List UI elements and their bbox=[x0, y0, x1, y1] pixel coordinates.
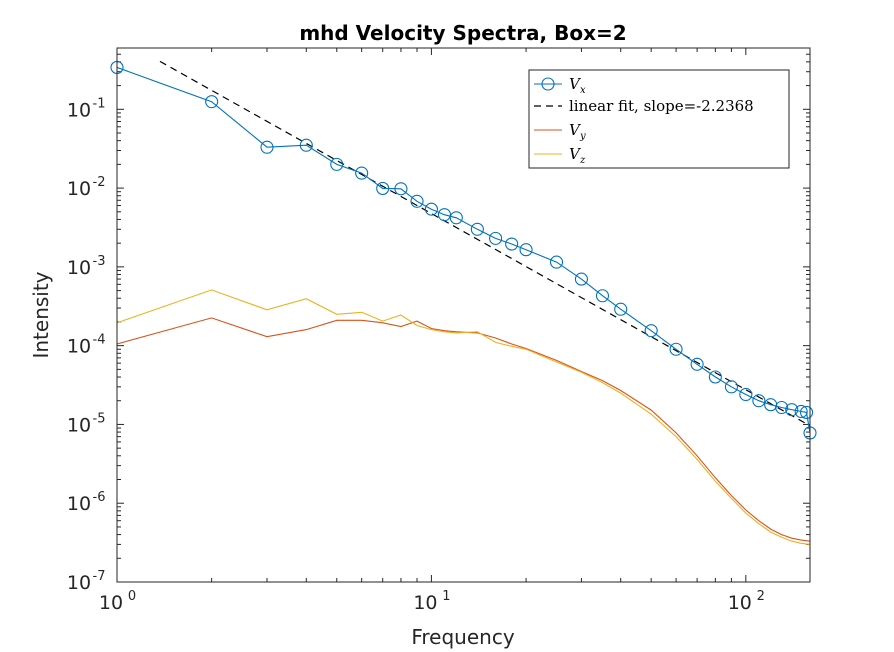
y-axis-label: Intensity bbox=[29, 271, 53, 358]
y-tick-exponent: -6 bbox=[93, 490, 106, 505]
y-tick-label: 10 bbox=[67, 257, 91, 279]
x-tick-label: 10 bbox=[413, 592, 437, 614]
x-tick-exponent: 1 bbox=[442, 589, 450, 604]
x-tick-label: 10 bbox=[728, 592, 752, 614]
data-point-x bbox=[489, 231, 503, 245]
data-point-x bbox=[595, 289, 610, 303]
y-tick-exponent: -2 bbox=[93, 175, 106, 190]
data-point-x bbox=[690, 357, 704, 371]
axes-box bbox=[116, 47, 811, 583]
legend-label-subscript: z bbox=[579, 155, 586, 166]
data-point-x bbox=[519, 243, 533, 257]
legend-label-subscript: x bbox=[580, 85, 586, 96]
legend-box bbox=[528, 69, 790, 169]
series-line-z bbox=[117, 289, 810, 545]
chart-title: mhd Velocity Spectra, Box=2 bbox=[299, 21, 626, 45]
x-tick-label: 10 bbox=[99, 592, 123, 614]
series-layer bbox=[110, 60, 817, 545]
data-point-x bbox=[708, 370, 722, 384]
data-point-x bbox=[724, 380, 738, 394]
y-tick-exponent: -5 bbox=[93, 411, 106, 426]
data-point-x bbox=[505, 237, 519, 251]
data-point-x bbox=[794, 404, 808, 419]
legend-marker bbox=[541, 77, 555, 91]
data-point-x bbox=[449, 211, 463, 225]
data-point-x bbox=[424, 202, 438, 216]
data-point-x bbox=[614, 302, 628, 316]
data-point-x bbox=[785, 403, 799, 417]
data-point-x bbox=[752, 394, 766, 408]
data-point-x bbox=[739, 387, 753, 402]
data-point-x bbox=[410, 194, 424, 208]
data-point-x bbox=[394, 182, 408, 196]
data-point-x bbox=[205, 95, 219, 109]
y-tick-exponent: -3 bbox=[93, 254, 106, 269]
data-point-x bbox=[437, 208, 451, 222]
data-point-x bbox=[669, 342, 683, 356]
y-tick-exponent: -1 bbox=[93, 96, 106, 111]
series-line-y bbox=[117, 317, 810, 542]
data-point-x bbox=[299, 138, 313, 152]
y-tick-label: 10 bbox=[67, 178, 91, 200]
data-point-x bbox=[330, 157, 344, 171]
data-point-x bbox=[260, 140, 274, 154]
data-point-x bbox=[775, 400, 789, 415]
data-point-x bbox=[574, 272, 588, 286]
series-line-x bbox=[117, 66, 810, 433]
y-tick-exponent: -7 bbox=[93, 569, 106, 584]
data-point-x bbox=[470, 222, 484, 236]
legend-label: linear fit, slope=-2.2368 bbox=[569, 97, 754, 115]
x-tick-exponent: 2 bbox=[757, 589, 765, 604]
legend-label: V bbox=[569, 145, 582, 163]
legend-label: V bbox=[569, 75, 582, 93]
y-tick-label: 10 bbox=[67, 572, 91, 594]
x-axis-label: Frequency bbox=[411, 625, 514, 649]
y-tick-label: 10 bbox=[67, 336, 91, 358]
legend-label-subscript: y bbox=[579, 131, 586, 142]
axis-ticks: 10 0 10 1 10 210 -710 -610 -510 -410 -310 -210 -1 bbox=[67, 48, 810, 614]
x-tick-exponent: 0 bbox=[128, 589, 136, 604]
data-point-x bbox=[355, 166, 369, 180]
y-tick-label: 10 bbox=[67, 414, 91, 436]
fit-line bbox=[159, 60, 810, 427]
data-point-x bbox=[376, 181, 390, 195]
y-tick-exponent: -4 bbox=[93, 333, 106, 348]
y-tick-label: 10 bbox=[67, 493, 91, 515]
data-point-x bbox=[549, 255, 564, 269]
legend-entry: linear fit, slope=-2.2368 bbox=[534, 97, 754, 115]
y-tick-label: 10 bbox=[67, 99, 91, 121]
data-point-x bbox=[644, 324, 658, 338]
data-point-x bbox=[799, 405, 814, 419]
legend-label: V bbox=[569, 121, 582, 139]
